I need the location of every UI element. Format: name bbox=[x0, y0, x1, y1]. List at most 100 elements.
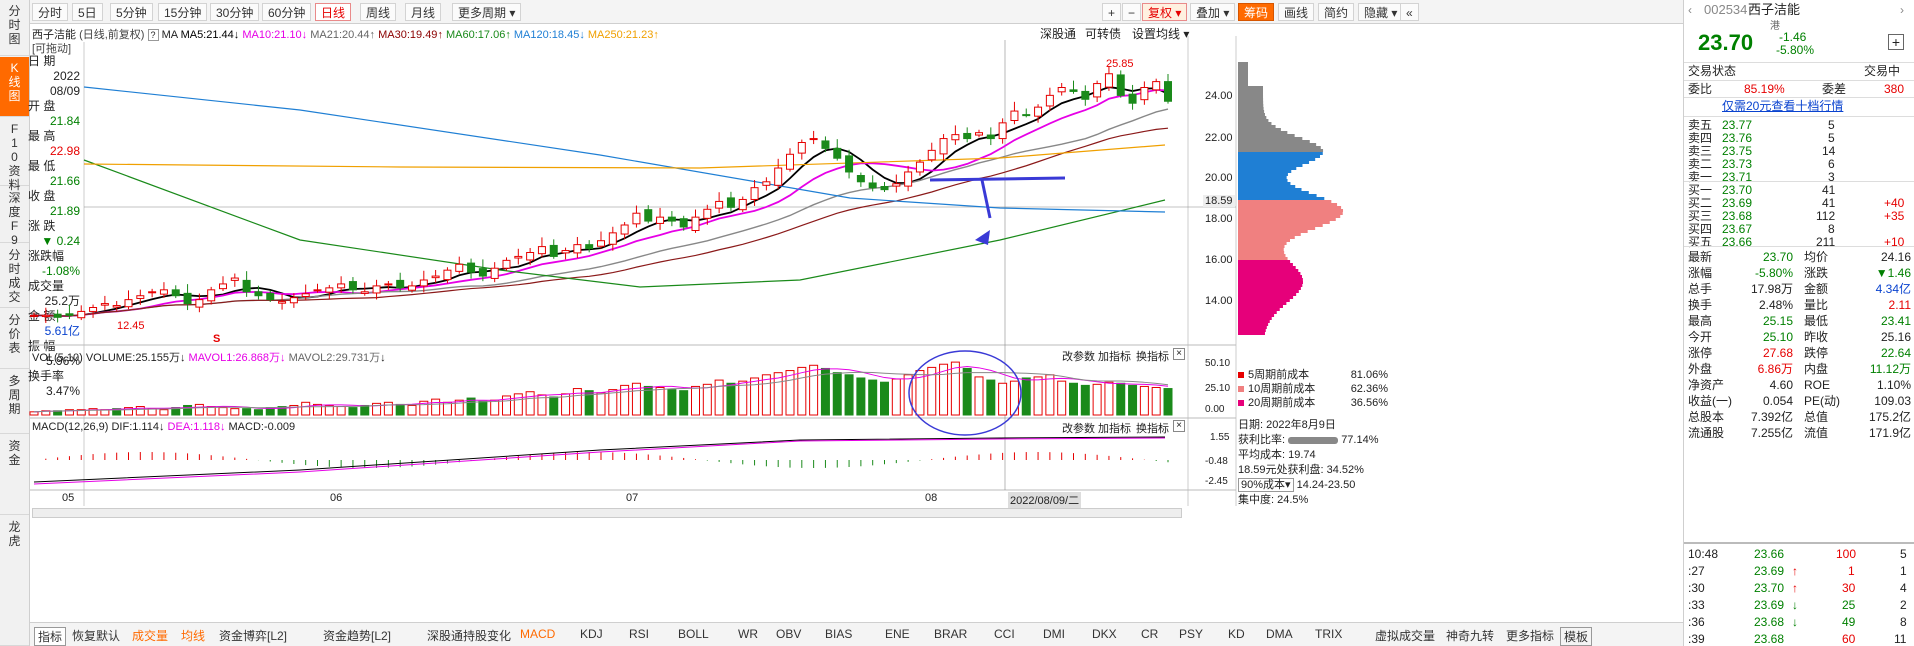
chip-bar bbox=[1238, 116, 1267, 119]
overlay-dropdown[interactable]: 叠加 ▾ bbox=[1190, 3, 1236, 21]
indicator-tab[interactable]: RSI bbox=[629, 627, 650, 641]
chip-cost-select[interactable]: 90%成本▾ bbox=[1238, 478, 1294, 492]
simple-button[interactable]: 简约 bbox=[1318, 3, 1355, 21]
hide-dropdown[interactable]: 隐藏 ▾ bbox=[1358, 3, 1404, 21]
tab-tick[interactable]: 分时成交 bbox=[0, 244, 29, 308]
period-15min[interactable]: 15分钟 bbox=[158, 3, 208, 21]
indicator-tab[interactable]: KDJ bbox=[580, 627, 603, 641]
chip-bar bbox=[1238, 236, 1295, 239]
indicator-tab[interactable]: DMI bbox=[1043, 627, 1065, 641]
indicator-tab[interactable]: 恢复默认 bbox=[72, 629, 121, 643]
drawn-trendline[interactable] bbox=[929, 176, 1066, 182]
macd-edit-params[interactable]: 改参数 bbox=[1062, 423, 1095, 435]
stat-row: 净资产 4.60 ROE 1.10% bbox=[1684, 377, 1914, 393]
indicator-tab[interactable]: 神奇九转 bbox=[1446, 629, 1495, 643]
bid-row[interactable]: 买三 23.68 112 +35 bbox=[1684, 208, 1914, 224]
forward-icon[interactable]: › bbox=[1900, 3, 1904, 17]
stat-label: 总股本 bbox=[1688, 410, 1725, 424]
back-icon[interactable]: ‹ bbox=[1688, 3, 1692, 17]
indicator-tab[interactable]: ENE bbox=[885, 627, 910, 641]
period-daily[interactable]: 日线 bbox=[315, 3, 352, 21]
indicator-tab[interactable]: DKX bbox=[1092, 627, 1117, 641]
indicator-tab[interactable]: 资金趋势[L2] bbox=[323, 629, 392, 643]
collapse-icon[interactable]: « bbox=[1400, 3, 1419, 21]
volume-bar bbox=[1151, 386, 1161, 416]
period-fenshi[interactable]: 分时 bbox=[32, 3, 69, 21]
bid-row[interactable]: 买四 23.67 8 bbox=[1684, 221, 1914, 237]
macd-close-icon[interactable]: × bbox=[1173, 420, 1185, 432]
tab-price-table[interactable]: 分价表 bbox=[0, 309, 29, 369]
indicator-tab[interactable]: 资金博弈[L2] bbox=[219, 629, 288, 643]
dea-line bbox=[33, 437, 1166, 485]
indicator-tab[interactable]: 模板 bbox=[1560, 627, 1593, 646]
indicator-tab[interactable]: 更多指标 bbox=[1506, 629, 1555, 643]
indicator-tab[interactable]: BOLL bbox=[678, 627, 709, 641]
vol-close-icon[interactable]: × bbox=[1173, 348, 1185, 360]
chart-scrollbar[interactable] bbox=[32, 508, 1182, 518]
stat-value: 4.60 bbox=[1769, 378, 1793, 392]
tab-multi-period[interactable]: 多周期 bbox=[0, 370, 29, 434]
link-convertible[interactable]: 可转债 bbox=[1085, 27, 1122, 41]
indicator-tab[interactable]: PSY bbox=[1179, 627, 1204, 641]
bid-row[interactable]: 买一 23.70 41 bbox=[1684, 182, 1914, 198]
vol-switch-indicator[interactable]: 换指标 bbox=[1136, 351, 1169, 363]
indicator-tab[interactable]: 指标 bbox=[34, 627, 67, 646]
chip-button[interactable]: 筹码 bbox=[1238, 3, 1275, 21]
indicator-tab[interactable]: OBV bbox=[776, 627, 802, 641]
indicator-tab[interactable]: 成交量 bbox=[132, 629, 169, 643]
x-tick: 05 bbox=[62, 492, 75, 504]
zoom-in-button[interactable]: + bbox=[1102, 3, 1122, 21]
period-monthly[interactable]: 月线 bbox=[405, 3, 442, 21]
book-price: 23.71 bbox=[1722, 170, 1753, 184]
book-price: 23.68 bbox=[1722, 209, 1753, 223]
ask-row[interactable]: 卖四 23.76 5 bbox=[1684, 130, 1914, 146]
period-30min[interactable]: 30分钟 bbox=[210, 3, 260, 21]
period-5min[interactable]: 5分钟 bbox=[110, 3, 153, 21]
ask-row[interactable]: 卖三 23.75 14 bbox=[1684, 143, 1914, 159]
ask-row[interactable]: 卖一 23.71 3 bbox=[1684, 169, 1914, 185]
adjust-dropdown[interactable]: 复权 ▾ bbox=[1142, 3, 1188, 21]
period-more[interactable]: 更多周期 ▾ bbox=[452, 3, 522, 21]
set-ma-dropdown[interactable]: 设置均线 ▾ bbox=[1132, 27, 1190, 41]
indicator-tab[interactable]: 深股通持股变化 bbox=[427, 629, 512, 643]
bid-row[interactable]: 买五 23.66 211 +10 bbox=[1684, 234, 1914, 250]
tab-capital[interactable]: 资金 bbox=[0, 435, 29, 515]
drawn-arrow[interactable] bbox=[980, 179, 992, 219]
zoom-out-button[interactable]: − bbox=[1122, 3, 1142, 21]
draw-line-button[interactable]: 画线 bbox=[1278, 3, 1315, 21]
link-hk-connect[interactable]: 深股通 bbox=[1040, 27, 1077, 41]
help-icon[interactable]: ? bbox=[147, 29, 159, 41]
drawn-arrow-head[interactable] bbox=[975, 230, 990, 245]
vol-add-indicator[interactable]: 加指标 bbox=[1098, 351, 1131, 363]
candle-body bbox=[89, 307, 98, 312]
indicator-tab[interactable]: BRAR bbox=[934, 627, 968, 641]
indicator-tab[interactable]: BIAS bbox=[825, 627, 853, 641]
add-watchlist-icon[interactable]: + bbox=[1888, 34, 1904, 50]
vol-header: VOL(5,10) VOLUME:25.155万↓ MAVOL1:26.868万… bbox=[32, 352, 386, 364]
ask-row[interactable]: 卖二 23.73 6 bbox=[1684, 156, 1914, 172]
period-weekly[interactable]: 周线 bbox=[360, 3, 397, 21]
bid-row[interactable]: 买二 23.69 41 +40 bbox=[1684, 195, 1914, 211]
indicator-tab[interactable]: 虚拟成交量 bbox=[1375, 629, 1436, 643]
indicator-tab[interactable]: 均线 bbox=[181, 629, 206, 643]
indicator-tab[interactable]: WR bbox=[738, 627, 758, 641]
macd-add-indicator[interactable]: 加指标 bbox=[1098, 423, 1131, 435]
indicator-tab[interactable]: KD bbox=[1228, 627, 1245, 641]
vol-edit-params[interactable]: 改参数 bbox=[1062, 351, 1095, 363]
drawn-ellipse[interactable] bbox=[908, 350, 1022, 436]
level2-link[interactable]: 仅需20元查看十档行情 bbox=[1722, 99, 1844, 113]
macd-switch-indicator[interactable]: 换指标 bbox=[1136, 423, 1169, 435]
indicator-tab[interactable]: CCI bbox=[994, 627, 1015, 641]
indicator-tab[interactable]: MACD bbox=[520, 627, 556, 641]
indicator-tab[interactable]: TRIX bbox=[1315, 627, 1343, 641]
tab-fenshi[interactable]: 分时图 bbox=[0, 0, 29, 56]
period-60min[interactable]: 60分钟 bbox=[262, 3, 312, 21]
indicator-tab[interactable]: DMA bbox=[1266, 627, 1293, 641]
ask-row[interactable]: 卖五 23.77 5 bbox=[1684, 117, 1914, 133]
indicator-tab[interactable]: CR bbox=[1141, 627, 1159, 641]
period-5day[interactable]: 5日 bbox=[72, 3, 103, 21]
